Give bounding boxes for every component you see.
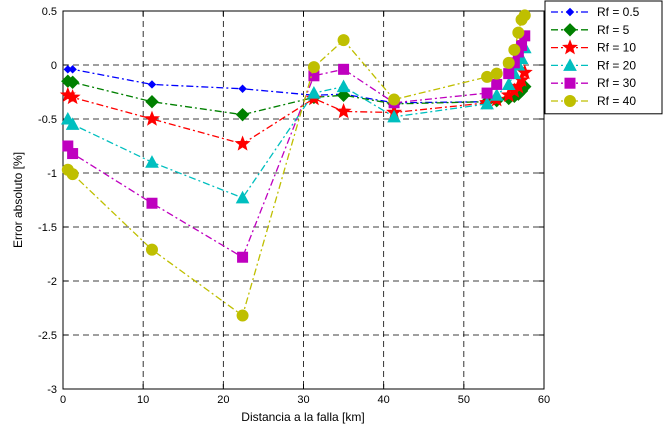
x-axis-label: Distancia a la falla [km] <box>241 410 364 424</box>
data-point <box>67 148 79 160</box>
grid-lines <box>63 11 544 389</box>
data-point <box>237 251 249 263</box>
data-point <box>144 110 160 126</box>
x-tick-label: 50 <box>458 394 470 406</box>
legend-label: Rf = 10 <box>597 41 636 55</box>
data-point <box>480 96 494 110</box>
x-tick-label: 10 <box>137 394 149 406</box>
x-tick-label: 40 <box>378 394 390 406</box>
series-line <box>67 35 526 259</box>
data-point <box>565 7 575 17</box>
data-point <box>64 89 81 105</box>
y-tick-label: -3 <box>47 384 57 396</box>
data-point <box>563 58 577 71</box>
legend-label: Rf = 40 <box>597 94 636 108</box>
legend-entry: Rf = 5 <box>551 23 630 37</box>
legend-entry: Rf = 40 <box>551 94 636 108</box>
data-point <box>65 117 80 130</box>
series-6 <box>61 9 531 322</box>
series-group <box>59 9 533 322</box>
y-tick-label: -2 <box>47 276 57 288</box>
x-tick-label: 20 <box>217 394 229 406</box>
y-tick-label: -0.5 <box>38 114 57 126</box>
data-point <box>336 79 351 93</box>
legend: Rf = 0.5 Rf = 5 Rf = 10 Rf = 20 Rf = 30 Rf = … <box>544 0 663 115</box>
data-point <box>503 68 515 80</box>
data-point <box>147 80 157 89</box>
y-tick-label: 0 <box>51 60 57 72</box>
series-line <box>67 72 526 145</box>
y-tick-label: 0.5 <box>42 6 57 18</box>
x-tick-label: 60 <box>538 394 550 406</box>
data-point <box>502 56 515 69</box>
data-point <box>66 168 79 181</box>
data-point <box>564 77 576 89</box>
y-axis-label: Error absoluto [%] <box>11 152 25 248</box>
data-point <box>491 78 503 90</box>
y-tick-label: -2.5 <box>38 330 57 342</box>
data-point <box>335 103 352 119</box>
series-3 <box>59 64 533 151</box>
data-point <box>307 86 321 99</box>
data-point <box>145 95 159 109</box>
data-point <box>489 88 504 101</box>
data-point <box>501 77 516 90</box>
legend-entry: Rf = 20 <box>551 58 636 72</box>
legend-label: Rf = 5 <box>597 23 630 37</box>
legend-entry: Rf = 0.5 <box>551 5 640 19</box>
data-point <box>236 309 249 322</box>
data-point <box>234 135 251 151</box>
data-point <box>563 23 577 37</box>
x-tick-label: 0 <box>60 394 66 406</box>
legend-entry: Rf = 30 <box>551 76 636 90</box>
data-point <box>337 34 350 47</box>
data-point <box>508 43 521 56</box>
y-tick-label: -1 <box>47 168 57 180</box>
data-point <box>336 88 351 102</box>
data-point <box>387 109 401 123</box>
data-point <box>481 87 493 99</box>
y-tick-label: -1.5 <box>38 222 57 234</box>
data-point <box>235 107 250 122</box>
data-point <box>562 39 578 55</box>
legend-entry: Rf = 10 <box>551 39 636 55</box>
data-point <box>388 93 401 106</box>
data-point <box>512 26 525 39</box>
data-point <box>238 84 247 93</box>
data-point <box>145 155 159 168</box>
data-point <box>307 61 320 74</box>
legend-label: Rf = 30 <box>597 76 636 90</box>
data-point <box>518 9 531 22</box>
series-line <box>67 80 526 116</box>
data-point <box>145 243 158 256</box>
legend-box <box>544 0 663 115</box>
data-point <box>146 197 158 209</box>
legend-label: Rf = 0.5 <box>597 5 640 19</box>
data-point <box>564 95 576 107</box>
data-point <box>338 63 350 75</box>
legend-label: Rf = 20 <box>597 58 636 72</box>
data-point <box>490 67 503 80</box>
x-tick-label: 30 <box>297 394 309 406</box>
axis-ticks: 0 10 20 30 40 50 60 -3 -2.5 -2 -1.5 -1 -0.5 0 0.5 <box>38 6 550 406</box>
data-point <box>235 190 250 204</box>
data-point <box>68 65 77 74</box>
data-point <box>65 75 80 89</box>
